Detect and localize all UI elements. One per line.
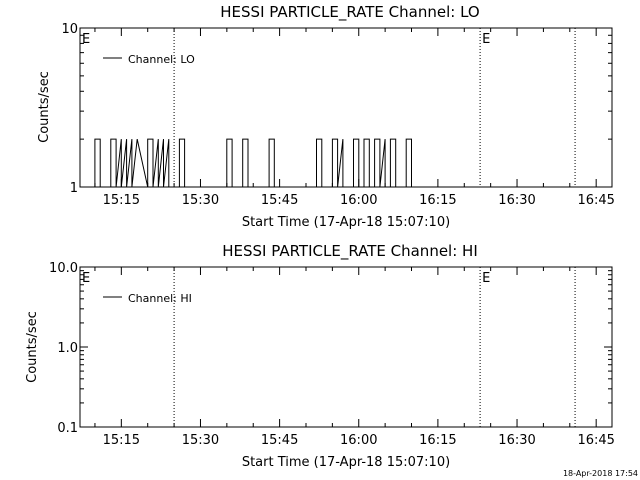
panel-lo-ylabel: Counts/sec [37, 71, 52, 143]
panel-lo: HESSI PARTICLE_RATE Channel: LO Start Ti… [37, 3, 615, 230]
x-tick-label: 16:45 [577, 193, 614, 208]
x-tick-label: 15:45 [261, 433, 298, 448]
x-tick-label: 16:15 [419, 193, 456, 208]
x-tick-label: 16:00 [340, 433, 377, 448]
x-tick-label: 15:30 [182, 193, 219, 208]
event-marker-label: E [82, 32, 90, 47]
panel-hi-xlabel: Start Time (17-Apr-18 15:07:10) [242, 455, 450, 470]
panel-hi: HESSI PARTICLE_RATE Channel: HI Start Ti… [25, 242, 615, 470]
y-tick-label: 1.0 [57, 341, 78, 356]
panel-hi-title: HESSI PARTICLE_RATE Channel: HI [222, 242, 478, 261]
x-tick-label: 16:30 [498, 193, 535, 208]
x-tick-label: 16:15 [419, 433, 456, 448]
event-marker-label: E [82, 271, 90, 286]
panel-hi-legend-label: Channel: HI [128, 292, 192, 305]
x-tick-label: 15:45 [261, 193, 298, 208]
event-marker-label: E [482, 32, 490, 47]
y-tick-label: 10 [61, 22, 78, 37]
event-marker-label: E [482, 271, 490, 286]
panel-lo-title: HESSI PARTICLE_RATE Channel: LO [220, 3, 479, 22]
panel-lo-xlabel: Start Time (17-Apr-18 15:07:10) [242, 215, 450, 230]
y-tick-label: 1 [70, 181, 78, 196]
series-line [94, 138, 412, 188]
x-tick-label: 15:30 [182, 433, 219, 448]
x-tick-label: 15:15 [103, 433, 140, 448]
x-tick-label: 16:45 [577, 433, 614, 448]
y-tick-label: 10.0 [49, 261, 78, 276]
panel-hi-plot: 15:15 15:30 15:45 16:00 16:15 16:30 16:45 0.1 1.… [49, 261, 615, 448]
panel-lo-plot: 15:15 15:30 15:45 16:00 16:15 16:30 16:45 1 10 E E [61, 22, 614, 208]
x-tick-label: 16:00 [340, 193, 377, 208]
panel-lo-legend-label: Channel: LO [128, 53, 195, 66]
x-tick-label: 16:30 [498, 433, 535, 448]
y-tick-label: 0.1 [57, 421, 78, 436]
timestamp: 18-Apr-2018 17:54 [563, 469, 638, 478]
x-tick-label: 15:15 [103, 193, 140, 208]
panel-hi-ylabel: Counts/sec [25, 311, 40, 383]
